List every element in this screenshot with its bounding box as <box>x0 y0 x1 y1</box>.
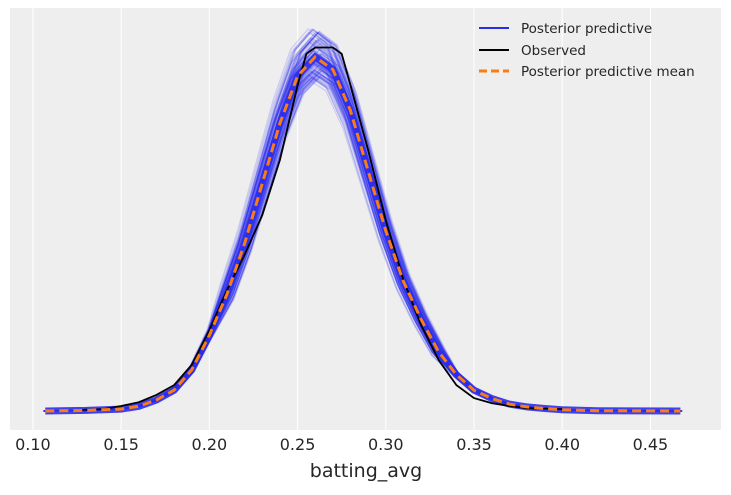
legend-label-observed: Observed <box>521 43 586 59</box>
x-tick-labels: 0.10 0.15 0.20 0.25 0.30 0.35 0.40 0.45 <box>15 435 668 454</box>
x-tick-label: 0.45 <box>633 435 669 454</box>
legend: Posterior predictive Observed Posterior … <box>479 21 695 80</box>
posterior-predictive-mean-line <box>45 55 681 413</box>
x-tick-label: 0.30 <box>368 435 404 454</box>
legend-label-posterior-predictive: Posterior predictive <box>521 21 652 37</box>
x-axis-label: batting_avg <box>310 460 422 482</box>
plot-background <box>10 8 721 430</box>
x-tick-label: 0.10 <box>15 435 51 454</box>
x-tick-label: 0.20 <box>192 435 228 454</box>
observed-line <box>73 46 563 411</box>
x-tick-label: 0.35 <box>456 435 492 454</box>
series-lines <box>45 46 681 413</box>
x-tick-label: 0.15 <box>103 435 139 454</box>
x-tick-label: 0.40 <box>544 435 580 454</box>
legend-label-posterior-predictive-mean: Posterior predictive mean <box>521 64 695 80</box>
x-tick-label: 0.25 <box>280 435 316 454</box>
